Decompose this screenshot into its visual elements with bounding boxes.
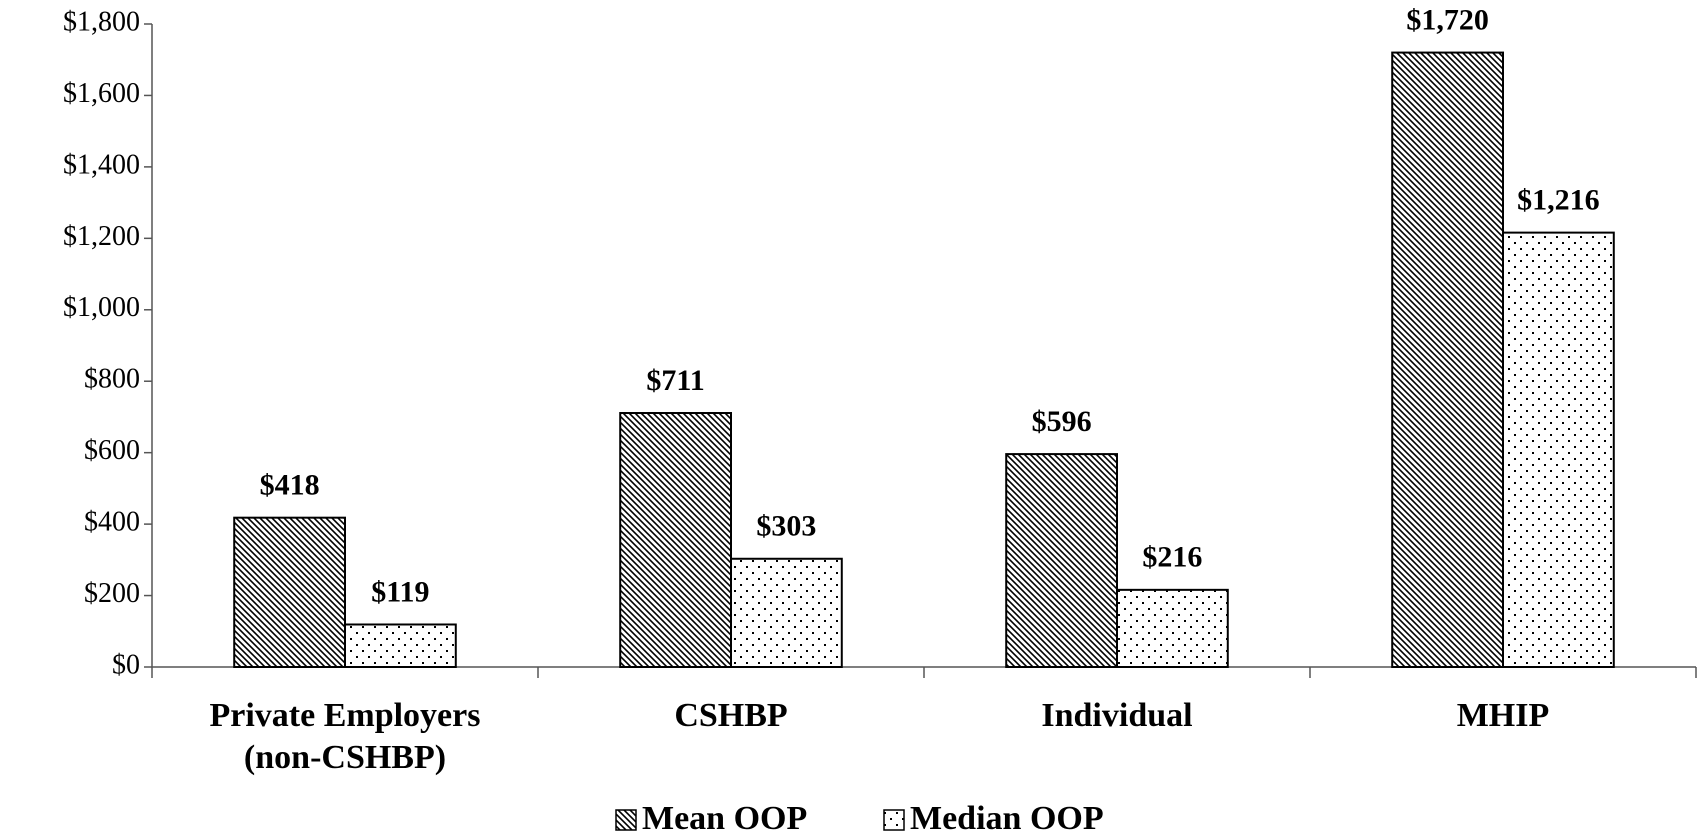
value-label: $1,720 [1406,3,1489,36]
y-tick-label: $1,800 [63,6,140,37]
y-tick-label: $1,200 [63,221,140,252]
bar [1005,453,1119,668]
value-label: $596 [1032,405,1092,438]
legend-swatch [615,809,637,831]
y-tick-label: $200 [84,578,140,609]
bar [344,623,457,668]
y-tick-label: $600 [84,435,140,466]
y-tick-label: $1,000 [63,292,140,323]
bar [619,412,733,669]
y-tick-label: $1,600 [63,78,140,109]
bar [1502,231,1615,669]
y-tick-label: $400 [84,507,140,538]
x-tick-label: CSHBP [674,697,788,734]
x-tick-label: Individual [1041,697,1193,734]
x-tick-label: Private Employers (non-CSHBP) [209,697,481,776]
legend-label: Median OOP [910,800,1104,837]
y-tick-label: $800 [84,364,140,395]
bar [1391,51,1505,669]
legend-label: Mean OOP [642,800,807,837]
value-label: $216 [1142,541,1202,574]
legend-swatch [883,809,905,831]
value-label: $418 [260,469,320,502]
y-tick-label: $1,400 [63,149,140,180]
value-label: $1,216 [1517,184,1600,217]
y-tick-label: $0 [112,649,140,680]
bar [1116,588,1229,669]
bar [730,557,843,668]
value-label: $303 [756,510,816,543]
value-label: $119 [371,575,429,608]
x-tick-label: MHIP [1456,697,1550,734]
bar [233,516,346,668]
value-label: $711 [646,364,704,397]
